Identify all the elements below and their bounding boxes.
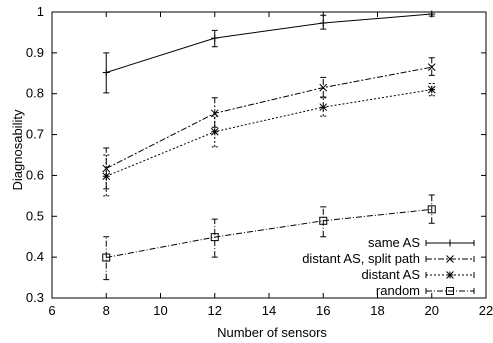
error-bar	[428, 83, 435, 97]
data-point	[319, 19, 327, 27]
legend-marker	[446, 255, 454, 263]
y-axis-label: Diagnosability	[10, 109, 25, 190]
y-tick-label: 0.5	[26, 208, 44, 223]
data-point	[210, 109, 219, 118]
legend-label: distant AS, split path	[302, 251, 420, 266]
legend-swatch-cap	[425, 256, 475, 262]
legend-marker	[446, 271, 454, 279]
x-tick-label: 22	[479, 303, 493, 318]
y-tick-label: 1	[37, 4, 44, 19]
legend-swatch-cap	[425, 240, 475, 246]
error-bar	[211, 115, 218, 148]
series-3	[102, 194, 436, 281]
legend-marker	[446, 287, 454, 295]
error-bar	[211, 218, 218, 258]
legend-swatch-cap	[425, 288, 475, 294]
x-tick-label: 20	[425, 303, 439, 318]
data-point	[428, 10, 436, 18]
data-point	[427, 85, 436, 94]
data-point	[319, 216, 328, 225]
error-bar	[428, 194, 435, 224]
data-point	[210, 127, 219, 136]
legend-marker	[446, 239, 454, 247]
y-tick-label: 0.7	[26, 127, 44, 142]
series-0	[102, 10, 436, 94]
data-point	[102, 253, 111, 262]
data-point	[319, 103, 328, 112]
data-point	[319, 83, 328, 92]
series-2	[102, 83, 436, 197]
x-tick-label: 14	[262, 303, 276, 318]
y-tick-label: 0.9	[26, 45, 44, 60]
series-line	[106, 89, 432, 177]
data-point	[102, 164, 111, 173]
legend-label: distant AS	[361, 267, 420, 282]
y-tick-label: 0.3	[26, 290, 44, 305]
x-tick-label: 16	[316, 303, 330, 318]
legend-label: random	[376, 283, 420, 298]
x-tick-label: 8	[103, 303, 110, 318]
x-tick-label: 6	[48, 303, 55, 318]
series-line	[106, 13, 432, 73]
data-point	[427, 205, 436, 214]
legend-swatch-cap	[425, 272, 475, 278]
data-point	[102, 172, 111, 181]
series-line	[106, 66, 432, 169]
data-point	[102, 68, 110, 76]
y-tick-label: 0.4	[26, 249, 44, 264]
y-tick-label: 0.6	[26, 167, 44, 182]
x-tick-label: 12	[208, 303, 222, 318]
x-axis-label: Number of sensors	[217, 325, 327, 340]
x-tick-label: 10	[153, 303, 167, 318]
error-bar	[320, 206, 327, 238]
legend-label: same AS	[368, 235, 420, 250]
data-point	[210, 233, 219, 242]
series-line	[106, 208, 432, 259]
x-tick-label: 18	[370, 303, 384, 318]
error-bar	[103, 236, 110, 281]
y-tick-label: 0.8	[26, 86, 44, 101]
data-point	[211, 34, 219, 42]
series-1	[102, 57, 436, 190]
data-point	[427, 63, 436, 72]
